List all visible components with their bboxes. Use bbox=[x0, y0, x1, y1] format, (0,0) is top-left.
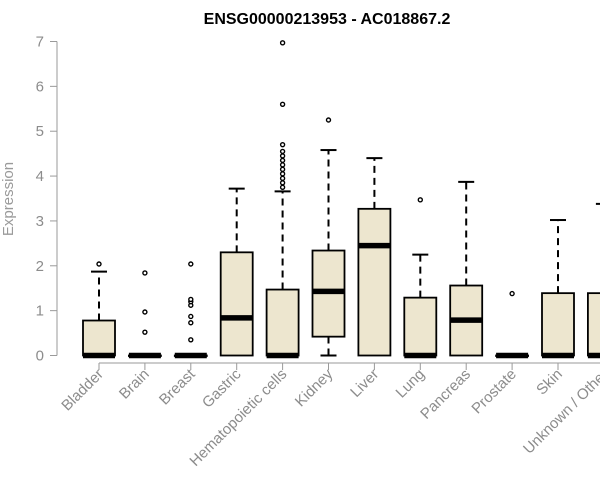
x-tick-label-10: Skin bbox=[533, 366, 566, 399]
box-4 bbox=[265, 40, 300, 359]
box-7 bbox=[403, 197, 438, 359]
iqr-box-3 bbox=[219, 251, 254, 357]
box-6 bbox=[357, 157, 392, 357]
y-tick-label-5: 5 bbox=[36, 123, 44, 140]
outlier-2-1 bbox=[188, 320, 194, 326]
y-tick-label-7: 7 bbox=[36, 34, 44, 51]
chart-title: ENSG00000213953 - AC018867.2 bbox=[204, 11, 451, 28]
outlier-9-0 bbox=[509, 290, 515, 297]
outlier-4-11 bbox=[279, 40, 286, 46]
y-axis-label: Expression bbox=[0, 162, 17, 236]
boxes bbox=[82, 40, 600, 359]
outlier-4-4 bbox=[279, 166, 286, 173]
y-tick-label-2: 2 bbox=[36, 258, 44, 275]
box-8 bbox=[449, 180, 484, 357]
iqr-box-7 bbox=[403, 296, 438, 357]
x-tick-label-3: Gastric bbox=[199, 365, 245, 411]
y-tick-label-1: 1 bbox=[36, 303, 44, 320]
outlier-4-3 bbox=[279, 171, 286, 177]
y-tick-label-3: 3 bbox=[36, 213, 44, 230]
outlier-1-1 bbox=[142, 309, 148, 315]
y-tick-label-6: 6 bbox=[36, 78, 44, 95]
x-tick-label-1: Brain bbox=[116, 366, 153, 403]
outlier-4-10 bbox=[279, 101, 286, 108]
x-tick-label-0: Bladder bbox=[58, 366, 107, 415]
iqr-box-11 bbox=[587, 292, 600, 357]
box-3 bbox=[219, 187, 254, 357]
outlier-4-0 bbox=[279, 184, 286, 190]
x-tick-label-9: Prostate bbox=[468, 366, 520, 418]
iqr-box-4 bbox=[265, 288, 300, 357]
x-tick-label-7: Lung bbox=[393, 366, 429, 402]
box-5 bbox=[311, 117, 346, 357]
iqr-box-6 bbox=[357, 207, 392, 357]
y-tick-label-4: 4 bbox=[36, 168, 44, 185]
outlier-4-6 bbox=[279, 157, 286, 164]
y-axis: 0 1 2 3 4 5 6 7 bbox=[36, 34, 58, 365]
box-10 bbox=[541, 219, 575, 359]
outlier-4-7 bbox=[279, 153, 286, 159]
outlier-5-0 bbox=[325, 117, 332, 123]
y-tick-label-0: 0 bbox=[36, 348, 44, 365]
outlier-4-8 bbox=[279, 148, 286, 155]
outlier-4-1 bbox=[279, 180, 286, 186]
x-tick-label-2: Breast bbox=[156, 365, 199, 408]
box-0 bbox=[82, 261, 116, 359]
outlier-2-5 bbox=[188, 296, 194, 303]
outlier-1-0 bbox=[142, 329, 148, 335]
box-9 bbox=[495, 290, 530, 359]
iqr-box-10 bbox=[541, 292, 575, 357]
x-tick-label-6: Liver bbox=[347, 366, 382, 401]
outlier-7-0 bbox=[417, 197, 423, 203]
outlier-0-0 bbox=[96, 261, 102, 267]
box-2 bbox=[173, 261, 208, 359]
outlier-1-2 bbox=[142, 270, 148, 276]
outlier-2-6 bbox=[188, 261, 194, 267]
outlier-4-2 bbox=[279, 175, 286, 182]
iqr-box-0 bbox=[82, 319, 116, 357]
x-tick-label-5: Kidney bbox=[292, 365, 337, 410]
x-tick-label-8: Pancreas bbox=[417, 366, 474, 423]
outlier-2-2 bbox=[188, 313, 194, 320]
outlier-4-5 bbox=[279, 162, 286, 168]
box-11 bbox=[587, 202, 600, 359]
outlier-4-9 bbox=[279, 141, 286, 148]
outlier-2-0 bbox=[188, 337, 194, 343]
box-1 bbox=[127, 270, 162, 359]
